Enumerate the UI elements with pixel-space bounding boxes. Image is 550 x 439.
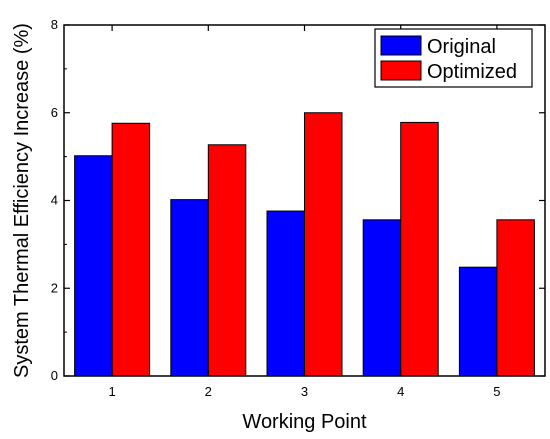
x-axis: 1 2 3 4 5	[108, 25, 501, 399]
bar-optimized-1	[111, 122, 151, 377]
bars-group	[74, 112, 535, 377]
legend: Original Optimized	[374, 28, 533, 88]
legend-swatch-optimized	[380, 60, 422, 81]
y-tick-label: 0	[51, 368, 58, 383]
legend-swatch-original	[380, 35, 422, 56]
x-tick-label: 1	[108, 384, 115, 399]
bar-original-3	[266, 210, 305, 377]
bar-original-5	[458, 266, 498, 377]
x-tick-label: 5	[493, 384, 500, 399]
bar-original-1	[74, 155, 113, 377]
bar-original-2	[170, 199, 209, 377]
legend-label-original: Original	[427, 36, 496, 58]
x-tick-label: 4	[397, 384, 404, 399]
y-axis: 0 2 4 6 8	[51, 17, 545, 383]
bar-optimized-3	[304, 112, 343, 377]
y-tick-label: 6	[51, 105, 58, 120]
bar-original-4	[362, 219, 402, 377]
y-tick-label: 2	[51, 280, 58, 295]
y-tick-label: 4	[51, 193, 58, 208]
legend-label-optimized: Optimized	[427, 61, 517, 83]
x-tick-label: 2	[205, 384, 212, 399]
x-axis-title: Working Point	[242, 411, 367, 433]
y-tick-label: 8	[51, 17, 58, 32]
x-tick-label: 3	[301, 384, 308, 399]
bar-optimized-4	[400, 121, 439, 377]
bar-optimized-5	[496, 219, 535, 377]
bar-optimized-2	[207, 144, 247, 377]
y-axis-title: System Thermal Efficiency Increase (%)	[11, 23, 33, 378]
